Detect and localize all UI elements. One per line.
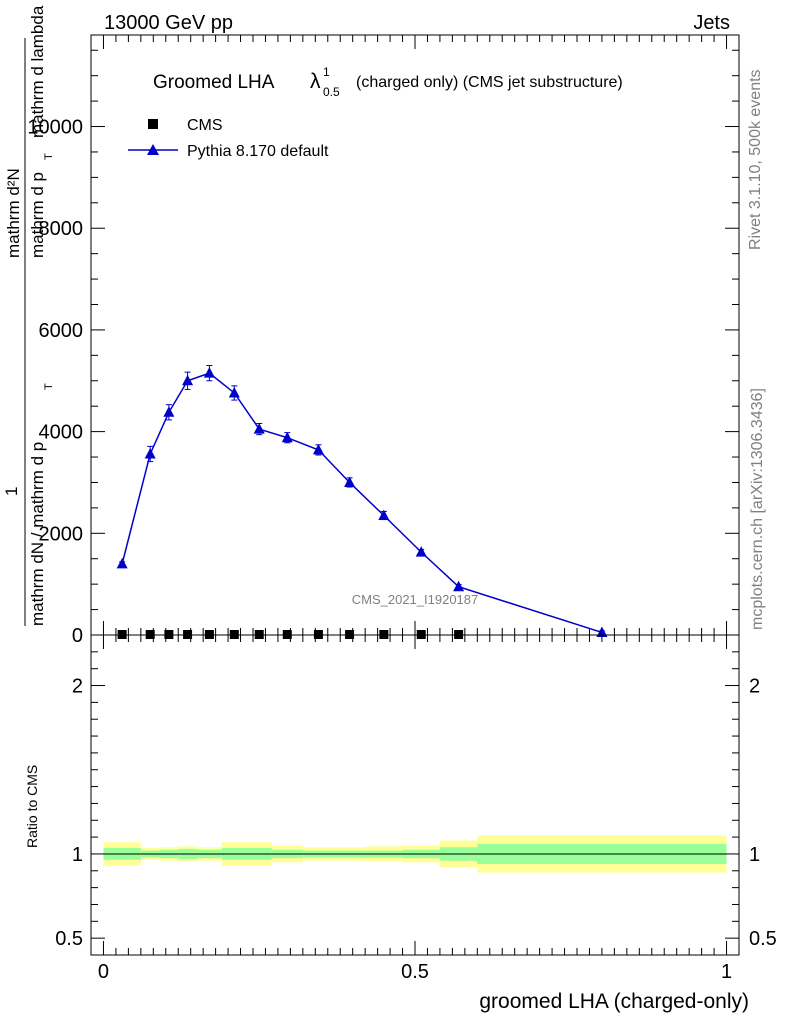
main-ytick-label: 2000: [39, 523, 84, 545]
pythia-point: [163, 406, 175, 417]
legend-pythia-label: Pythia 8.170 default: [187, 143, 329, 160]
main-ytick-label: 4000: [39, 422, 84, 444]
pythia-point: [228, 386, 240, 398]
annotations: 13000 GeV pp Jets Rivet 3.1.10, 500k eve…: [2, 5, 766, 1013]
ratio-panel: 0 0.5 1 0.5 0.5 1 1 2 2: [55, 634, 777, 983]
ratio-ytick-label-left: 1: [72, 844, 83, 866]
x-tick-label: 0.5: [401, 961, 429, 983]
main-ytick-label: 0: [72, 625, 83, 647]
ratio-y-axis-label: Ratio to CMS: [24, 765, 40, 848]
pythia-point: [281, 431, 293, 443]
legend-cms-label: CMS: [187, 117, 223, 134]
ylabel-fraction-one: 1: [2, 487, 21, 496]
ratio-ytick-label-left: 0.5: [55, 928, 83, 950]
legend-cms-marker: [148, 119, 158, 129]
plot-title: Groomed LHA: [153, 72, 275, 93]
analysis-watermark: CMS_2021_I1920187: [352, 592, 479, 607]
ratio-ytick-label-right: 2: [749, 676, 760, 698]
pythia-point: [253, 423, 265, 434]
ylabel-numerator-2: mathrm d p: [28, 172, 47, 258]
main-panel: 0 2000 4000 6000 8000 10000: [27, 34, 740, 647]
rivet-label: Rivet 3.1.10, 500k events: [747, 69, 764, 250]
pythia-point: [596, 626, 608, 637]
ratio-ytick-label-left: 2: [72, 676, 83, 698]
legend-pythia-marker: [147, 144, 159, 155]
ylabel-denominator: mathrm dN / mathrm d p: [28, 442, 47, 626]
pythia-point: [203, 367, 215, 378]
title-superscript: 1: [323, 65, 330, 79]
pythia-point: [144, 447, 156, 459]
x-tick-label: 0: [98, 961, 109, 983]
main-y-axis-label: mathrm d²N mathrm d p mathrm d lambda T …: [2, 5, 55, 626]
ylabel-numerator-1: mathrm d²N: [4, 168, 23, 258]
title-suffix: (charged only) (CMS jet substructure): [356, 74, 623, 91]
pythia-point: [344, 476, 356, 487]
title-subscript: 0.5: [323, 85, 340, 99]
pythia-point: [378, 509, 390, 521]
title-lambda-symbol: λ: [310, 70, 321, 93]
pythia-point: [116, 557, 128, 569]
mcplots-label: mcplots.cern.ch [arXiv:1306.3436]: [749, 388, 766, 630]
pythia-point: [312, 443, 324, 455]
x-axis-label: groomed LHA (charged-only): [479, 990, 749, 1013]
process-label: Jets: [693, 12, 730, 34]
ylabel-numerator-subscript: T: [43, 153, 55, 160]
pythia-point: [415, 546, 427, 557]
x-tick-label: 1: [721, 961, 732, 983]
ylabel-numerator-3: mathrm d lambda: [28, 5, 47, 138]
main-ytick-label: 8000: [39, 218, 84, 240]
main-ytick-label: 10000: [27, 117, 83, 139]
ratio-ytick-label-right: 0.5: [749, 928, 777, 950]
pythia-point: [453, 580, 465, 592]
energy-label: 13000 GeV pp: [104, 12, 233, 34]
main-ytick-label: 6000: [39, 320, 84, 342]
ratio-ytick-label-right: 1: [749, 844, 760, 866]
pythia-point: [182, 374, 194, 386]
pythia-series-line: [121, 372, 603, 634]
ylabel-denominator-subscript: T: [43, 383, 55, 390]
ratio-frame: [90, 634, 740, 956]
